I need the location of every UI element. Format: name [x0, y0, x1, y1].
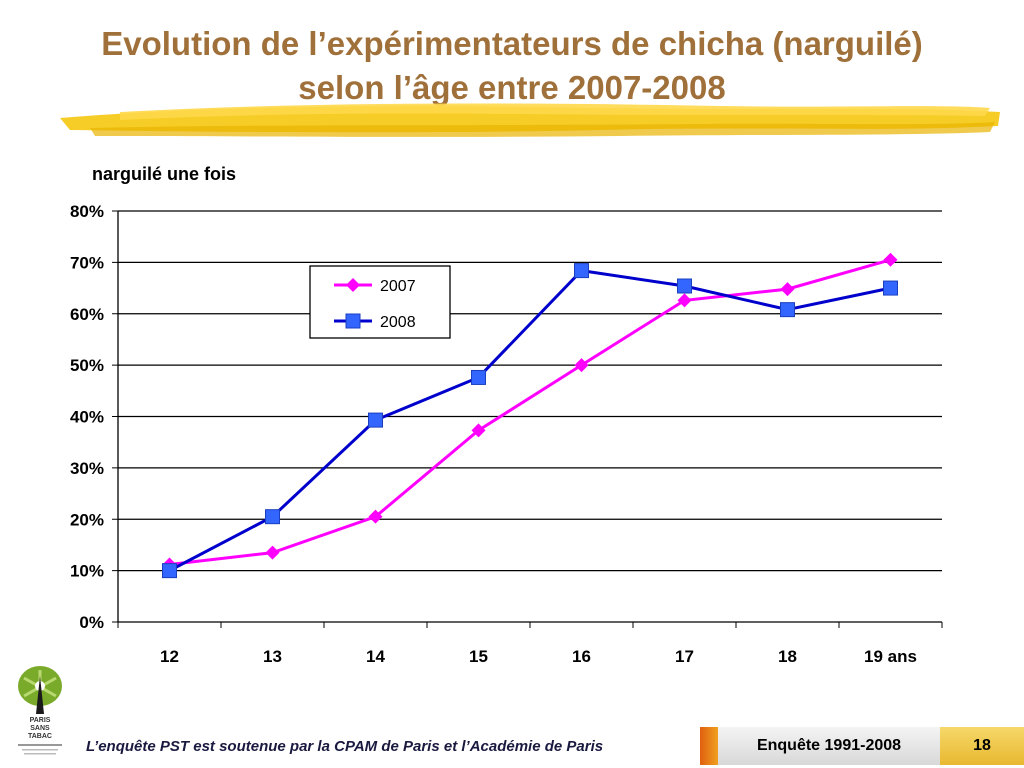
data-point-2008 [677, 278, 692, 294]
data-point-2007 [883, 252, 898, 267]
footer-accent [700, 727, 718, 765]
x-tick-label: 16 [572, 647, 591, 666]
footer-credit: L’enquête PST est soutenue par la CPAM d… [86, 738, 604, 755]
legend-label-2007: 2007 [380, 278, 416, 295]
logo-word-1: PARIS [30, 717, 51, 724]
data-point-2008 [471, 369, 486, 385]
y-tick-label: 20% [70, 510, 104, 529]
y-tick-label: 50% [70, 356, 104, 375]
y-tick-label: 30% [70, 459, 104, 478]
footer-survey: Enquête 1991-2008 [718, 727, 940, 765]
legend-box [309, 265, 451, 339]
data-point-2007 [677, 293, 692, 308]
yellow-brush-stroke [60, 103, 1000, 137]
data-point-2007 [471, 423, 486, 438]
line-chart: narguilé une fois 0% 10% 20% 30% 40% 50% 60% 70… [70, 164, 943, 666]
data-point-2007 [780, 282, 795, 297]
y-tick-labels: 0% 10% 20% 30% 40% 50% 60% 70% 80% [70, 202, 104, 632]
data-point-2007 [265, 545, 280, 560]
series-group [162, 252, 898, 579]
y-tick-label: 10% [70, 562, 104, 581]
footer-bar: Enquête 1991-2008 18 [700, 727, 1024, 765]
legend-marker-2007 [346, 278, 360, 292]
legend-label-2008: 2008 [380, 314, 416, 331]
x-tick-label: 18 [778, 647, 797, 666]
data-point-2008 [883, 280, 898, 296]
data-point-2008 [780, 302, 795, 318]
legend-marker-2008 [345, 313, 361, 329]
series-2008 [162, 263, 898, 579]
logo-word-2: SANS [30, 725, 50, 732]
y-tick-label: 70% [70, 253, 104, 272]
x-tick-labels: 12 13 14 15 16 17 18 19 ans [160, 647, 917, 666]
slide-title: Evolution de l’expérimentateurs de chich… [0, 22, 1024, 110]
grid-lines [118, 210, 942, 572]
y-tick-label: 60% [70, 305, 104, 324]
series-line-2008 [168, 268, 891, 572]
y-tick-label: 0% [79, 613, 104, 632]
x-tick-label: 13 [263, 647, 282, 666]
x-tick-label: 19 ans [864, 647, 917, 666]
data-point-2008 [368, 412, 383, 428]
logo-word-3: TABAC [28, 733, 52, 740]
page-number: 18 [940, 727, 1024, 765]
data-point-2008 [162, 563, 177, 579]
axes [112, 210, 943, 628]
paris-sans-tabac-logo: PARIS SANS TABAC [18, 666, 62, 755]
data-point-2008 [574, 263, 589, 279]
title-line-2: selon l’âge entre 2007-2008 [298, 69, 726, 106]
x-tick-label: 14 [366, 647, 385, 666]
x-tick-label: 17 [675, 647, 694, 666]
data-point-2007 [574, 358, 589, 373]
y-tick-label: 40% [70, 408, 104, 427]
data-point-2008 [265, 509, 280, 525]
x-tick-label: 12 [160, 647, 179, 666]
title-line-1: Evolution de l’expérimentateurs de chich… [101, 25, 923, 62]
y-tick-label: 80% [70, 202, 104, 221]
legend: 2007 2008 [309, 265, 451, 339]
x-tick-label: 15 [469, 647, 488, 666]
data-point-2007 [368, 509, 383, 524]
chart-title: narguilé une fois [92, 164, 236, 184]
series-line-2007 [169, 258, 891, 566]
